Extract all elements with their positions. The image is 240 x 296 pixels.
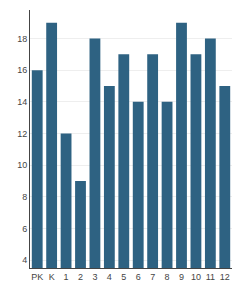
svg-text:16: 16 <box>17 65 27 75</box>
svg-text:8: 8 <box>22 192 27 202</box>
svg-text:4: 4 <box>107 272 112 282</box>
svg-text:3: 3 <box>92 272 97 282</box>
svg-text:12: 12 <box>220 272 230 282</box>
svg-text:7: 7 <box>150 272 155 282</box>
svg-text:14: 14 <box>17 97 27 107</box>
svg-text:18: 18 <box>17 34 27 44</box>
svg-text:K: K <box>49 272 55 282</box>
svg-text:11: 11 <box>206 272 215 282</box>
svg-text:4: 4 <box>22 255 27 265</box>
svg-text:6: 6 <box>22 224 27 234</box>
svg-text:2: 2 <box>78 272 83 282</box>
svg-text:9: 9 <box>179 272 184 282</box>
svg-text:10: 10 <box>17 160 27 170</box>
svg-text:8: 8 <box>165 272 170 282</box>
svg-text:PK: PK <box>31 272 43 282</box>
svg-text:1: 1 <box>64 272 69 282</box>
svg-text:10: 10 <box>191 272 201 282</box>
svg-text:12: 12 <box>17 129 27 139</box>
svg-text:5: 5 <box>121 272 126 282</box>
svg-text:6: 6 <box>136 272 141 282</box>
